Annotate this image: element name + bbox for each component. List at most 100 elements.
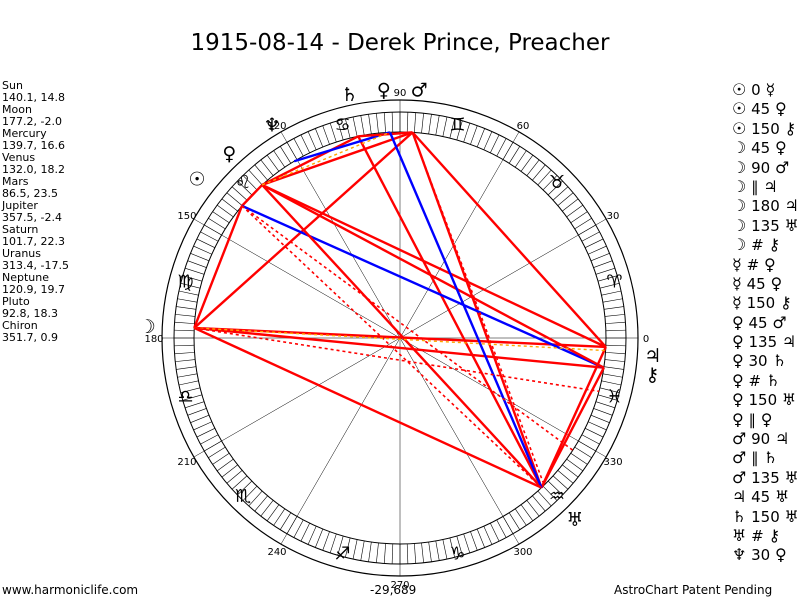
- aspect-row: ♀ 135 ♃: [732, 332, 799, 351]
- aspect-line: [194, 327, 606, 352]
- band-tick: [496, 138, 507, 157]
- aspect-line: [411, 132, 545, 486]
- band-tick: [574, 446, 592, 459]
- band-tick: [602, 298, 623, 303]
- planet-name: Sun: [2, 79, 23, 92]
- aspect-planet-1-icon: ♂: [732, 429, 747, 449]
- band-tick: [406, 543, 409, 564]
- aspect-planet-2-icon: ♃: [781, 332, 797, 352]
- band-tick: [337, 120, 344, 141]
- band-tick: [456, 535, 463, 556]
- aspect-planet-2-icon: ♃: [774, 429, 790, 449]
- aspect-planet-1-icon: ☽: [732, 196, 747, 216]
- aspect-angle: 150: [741, 294, 780, 313]
- aspect-row: ☽ 90 ♂: [732, 158, 799, 177]
- band-tick: [463, 122, 471, 143]
- band-tick: [391, 543, 394, 564]
- aspect-angle: 135: [746, 468, 785, 487]
- planet-position: 357.5, -2.4: [2, 211, 62, 224]
- band-tick: [190, 253, 210, 262]
- band-tick: [532, 164, 546, 181]
- sign-division-line: [399, 218, 607, 339]
- aspect-angle: 30: [746, 546, 775, 565]
- aspect-line: [261, 131, 413, 187]
- band-tick: [490, 523, 500, 542]
- band-tick: [595, 401, 616, 409]
- band-tick: [601, 380, 622, 386]
- band-tick: [337, 535, 344, 556]
- zodiac-sign-icon: ♐: [334, 543, 350, 564]
- aspect-angle: 135: [743, 333, 782, 352]
- band-tick: [242, 175, 258, 191]
- band-tick: [231, 186, 248, 201]
- band-tick: [260, 500, 274, 517]
- aspect-planet-1-icon: ☿: [732, 273, 742, 293]
- planet-position: 132.0, 18.2: [2, 163, 65, 176]
- planet-position: 140.1, 14.8: [2, 91, 65, 104]
- band-tick: [322, 531, 330, 551]
- aspect-row: ☽ 180 ♃: [732, 196, 799, 215]
- band-tick: [322, 125, 330, 145]
- planet-glyph-icon: ☽: [139, 316, 156, 338]
- aspect-planet-1-icon: ☽: [732, 235, 747, 255]
- aspect-planet-2-icon: ♂: [774, 157, 790, 177]
- band-tick: [604, 359, 625, 362]
- planet-entry: Uranus 313.4, -17.5: [2, 248, 69, 272]
- degree-label: 300: [513, 547, 532, 558]
- planet-name: Neptune: [2, 271, 50, 284]
- aspect-planet-1-icon: ☿: [732, 254, 742, 274]
- planet-name: Moon: [2, 103, 32, 116]
- aspect-angle: 150: [746, 119, 785, 138]
- band-tick: [273, 150, 286, 168]
- band-tick: [508, 512, 521, 530]
- aspect-planet-2-icon: ☿: [765, 80, 776, 99]
- band-tick: [604, 314, 625, 317]
- aspect-line: [357, 135, 543, 489]
- aspect-row: ♀ 45 ♂: [732, 313, 799, 332]
- band-tick: [428, 541, 432, 562]
- band-tick: [175, 359, 196, 362]
- aspect-planet-2-icon: ♄: [763, 448, 778, 468]
- aspect-planet-1-icon: ♀: [732, 312, 744, 332]
- band-tick: [177, 298, 198, 303]
- aspect-row: ☉ 0 ☿: [732, 80, 799, 99]
- band-tick: [376, 542, 379, 563]
- aspect-planet-1-icon: ♅: [732, 525, 747, 545]
- band-tick: [442, 116, 448, 137]
- aspect-planet-2-icon: ♀: [774, 138, 787, 158]
- band-tick: [176, 306, 197, 310]
- aspect-planet-1-icon: ♀: [732, 390, 744, 410]
- band-tick: [602, 373, 623, 378]
- zodiac-sign-icon: ♋: [334, 115, 350, 136]
- band-tick: [566, 458, 584, 472]
- aspect-line: [293, 131, 391, 163]
- degree-label: 150: [177, 211, 196, 222]
- band-tick: [187, 260, 207, 268]
- aspect-row: ☿ 45 ♀: [732, 274, 799, 293]
- aspect-line: [411, 131, 607, 348]
- aspect-row: ♂ 90 ♃: [732, 429, 799, 448]
- aspect-planet-2-icon: ⚷: [768, 525, 781, 545]
- aspect-row: ♀ ∥ ♀: [732, 410, 799, 429]
- planet-position: 86.5, 23.5: [2, 187, 58, 200]
- aspect-planet-2-icon: ♅: [774, 487, 790, 507]
- aspect-planet-1-icon: ☽: [732, 215, 747, 235]
- band-tick: [605, 329, 626, 332]
- band-tick: [293, 138, 304, 157]
- planet-position: 120.9, 19.7: [2, 283, 65, 296]
- band-tick: [574, 217, 592, 230]
- band-tick: [200, 434, 219, 445]
- zodiac-sign-icon: ♊: [449, 115, 465, 136]
- band-tick: [537, 169, 552, 186]
- aspect-angle: ∥: [746, 177, 764, 196]
- band-tick: [526, 159, 540, 176]
- band-tick: [463, 533, 471, 554]
- band-tick: [562, 198, 579, 212]
- band-tick: [476, 128, 485, 148]
- band-tick: [368, 541, 372, 562]
- band-tick: [212, 211, 230, 224]
- band-tick: [570, 211, 588, 224]
- zodiac-sign-icon: ♎: [177, 386, 193, 407]
- planet-entry: Venus 132.0, 18.2: [2, 152, 69, 176]
- aspect-planet-1-icon: ☿: [732, 293, 742, 313]
